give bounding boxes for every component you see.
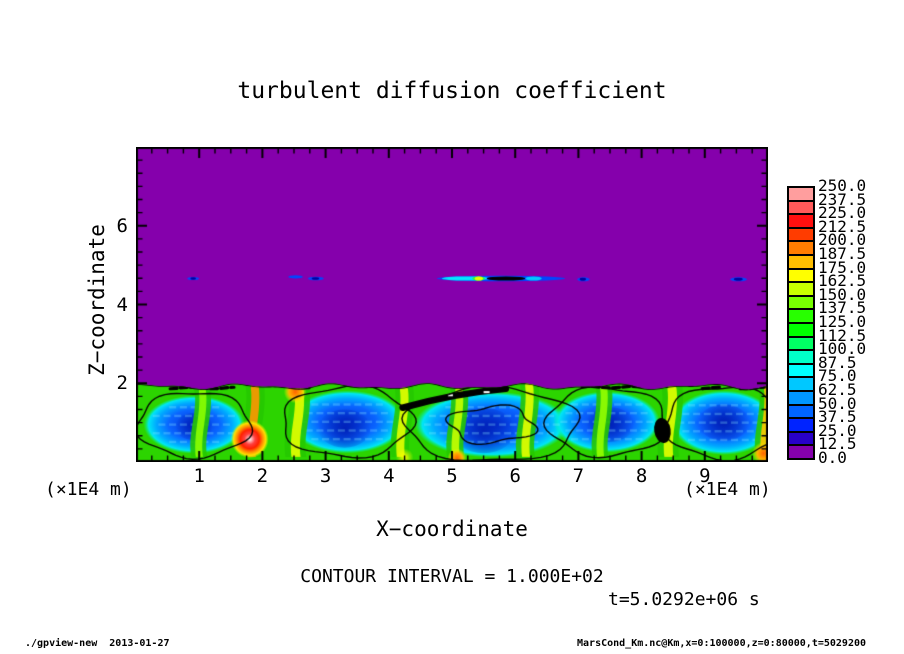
colorbar-tick-label: 187.5 bbox=[818, 244, 867, 263]
x-tick-label: 9 bbox=[699, 465, 711, 487]
colorbar-tick-label: 75.0 bbox=[818, 366, 857, 386]
colorbar-tick-label: 112.5 bbox=[818, 325, 867, 345]
colorbar-tick-label: 212.5 bbox=[818, 216, 867, 236]
colorbar-tick-label: 37.5 bbox=[818, 407, 857, 427]
colorbar-tick-label: 200.0 bbox=[818, 230, 867, 250]
colorbar-tick-label: 87.5 bbox=[818, 352, 857, 372]
x-tick-label: 5 bbox=[446, 465, 458, 487]
plot-title: turbulent diffusion coefficient bbox=[237, 78, 667, 104]
y-axis-factor-label: (×1E4 m) bbox=[45, 479, 132, 500]
colorbar-tick-label: 162.5 bbox=[818, 271, 867, 291]
time-annotation: t=5.0292e+06 s bbox=[608, 589, 760, 610]
x-tick-label: 8 bbox=[635, 465, 648, 487]
x-tick-label: 1 bbox=[193, 465, 205, 487]
y-tick-label: 2 bbox=[116, 372, 128, 395]
plot-canvas bbox=[136, 147, 768, 462]
y-tick-label: 4 bbox=[116, 293, 128, 316]
colorbar: 250.0 237.5 225.0 212.5 200.0 187.5 175.0 162.5… bbox=[787, 176, 904, 478]
colorbar-tick-label: 237.5 bbox=[818, 189, 867, 209]
colorbar-tick-label: 0.0 bbox=[818, 448, 847, 467]
x-tick-label: 6 bbox=[509, 465, 521, 487]
colorbar-tick-label: 125.0 bbox=[818, 312, 867, 331]
colorbar-tick-label: 12.5 bbox=[818, 434, 857, 454]
colorbar-box bbox=[787, 444, 815, 460]
contour-interval-note: CONTOUR INTERVAL = 1.000E+02 bbox=[300, 566, 604, 587]
x-axis-factor-label: (×1E4 m) bbox=[684, 479, 771, 500]
colorbar-tick-label: 150.0 bbox=[818, 284, 867, 304]
footer-command-text: ./gpview-new 2013-01-27 bbox=[25, 638, 170, 649]
colorbar-tick-label: 50.0 bbox=[818, 393, 857, 413]
colorbar-tick-label: 100.0 bbox=[818, 339, 867, 359]
colorbar-tick-label: 250.0 bbox=[818, 176, 867, 195]
x-tick-label: 3 bbox=[319, 465, 332, 487]
colorbar-tick-label: 25.0 bbox=[818, 420, 857, 440]
x-tick-label: 2 bbox=[256, 465, 269, 487]
footer-datasource-text: MarsCond_Km.nc@Km,x=0:100000,z=0:80000,t… bbox=[577, 638, 866, 649]
x-tick-label: 7 bbox=[572, 465, 585, 487]
colorbar-tick-label: 175.0 bbox=[818, 257, 867, 277]
x-tick-label: 4 bbox=[383, 465, 395, 487]
y-tick-label: 6 bbox=[116, 214, 128, 237]
colorbar-tick-label: 137.5 bbox=[818, 298, 867, 318]
colorbar-tick-label: 62.5 bbox=[818, 380, 857, 399]
colorbar-tick-label: 225.0 bbox=[818, 203, 867, 223]
x-axis-label: X−coordinate bbox=[376, 517, 528, 541]
